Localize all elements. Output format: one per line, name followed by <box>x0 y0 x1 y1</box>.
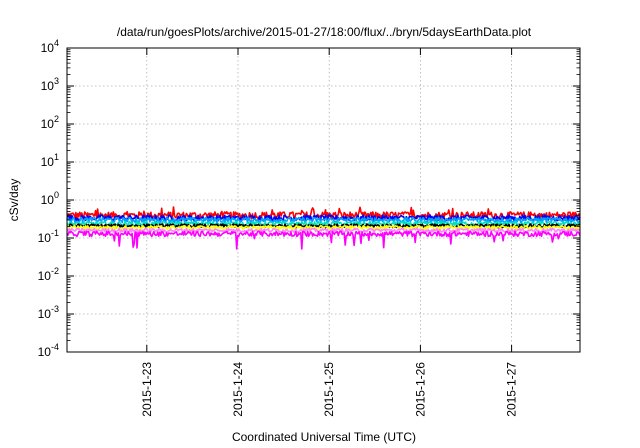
series-line <box>66 214 581 222</box>
grid-lines <box>67 48 580 352</box>
y-tick-base: 10 <box>41 193 55 207</box>
axis-ticks <box>67 47 580 353</box>
y-axis-title: cSv/day <box>7 179 21 222</box>
series-group <box>66 206 581 250</box>
y-tick-label: 100 <box>41 190 59 207</box>
y-tick-base: 10 <box>38 307 52 321</box>
x-tick-label: 2015-1-27 <box>505 362 519 417</box>
y-tick-exponent: 1 <box>54 152 59 162</box>
y-tick-base: 10 <box>38 345 52 359</box>
chart-title: /data/run/goesPlots/archive/2015-01-27/1… <box>117 25 532 39</box>
y-tick-label: 10-2 <box>38 266 59 283</box>
x-axis-title: Coordinated Universal Time (UTC) <box>232 430 416 444</box>
series-line <box>66 227 581 233</box>
x-tick-labels: 2015-1-23 2015-1-24 2015-1-25 2015-1-26 2015… <box>140 362 519 417</box>
y-tick-exponent: -4 <box>51 342 59 352</box>
y-tick-base: 10 <box>38 231 52 245</box>
y-tick-base: 10 <box>38 269 52 283</box>
x-tick-label: 2015-1-23 <box>140 362 154 417</box>
y-tick-exponent: 3 <box>54 76 59 86</box>
y-tick-label: 10-3 <box>38 304 59 321</box>
y-tick-label: 104 <box>41 38 59 55</box>
y-tick-exponent: -3 <box>51 304 59 314</box>
y-tick-base: 10 <box>41 155 55 169</box>
series-line <box>66 224 581 231</box>
y-tick-exponent: 0 <box>54 190 59 200</box>
y-tick-base: 10 <box>41 79 55 93</box>
y-tick-label: 102 <box>41 114 59 131</box>
series-line <box>66 220 581 227</box>
y-tick-base: 10 <box>41 117 55 131</box>
y-tick-exponent: -1 <box>51 228 59 238</box>
y-tick-label: 101 <box>41 152 59 169</box>
series-line <box>66 230 581 250</box>
y-tick-exponent: 4 <box>54 38 59 48</box>
y-tick-label: 10-1 <box>38 228 59 245</box>
x-tick-label: 2015-1-24 <box>231 362 245 417</box>
x-tick-label: 2015-1-25 <box>322 362 336 417</box>
y-tick-exponent: 2 <box>54 114 59 124</box>
y-tick-exponent: -2 <box>51 266 59 276</box>
y-tick-label: 10-4 <box>38 342 59 359</box>
x-tick-label: 2015-1-26 <box>413 362 427 417</box>
series-line <box>66 216 581 224</box>
y-tick-base: 10 <box>41 41 55 55</box>
y-tick-label: 103 <box>41 76 59 93</box>
